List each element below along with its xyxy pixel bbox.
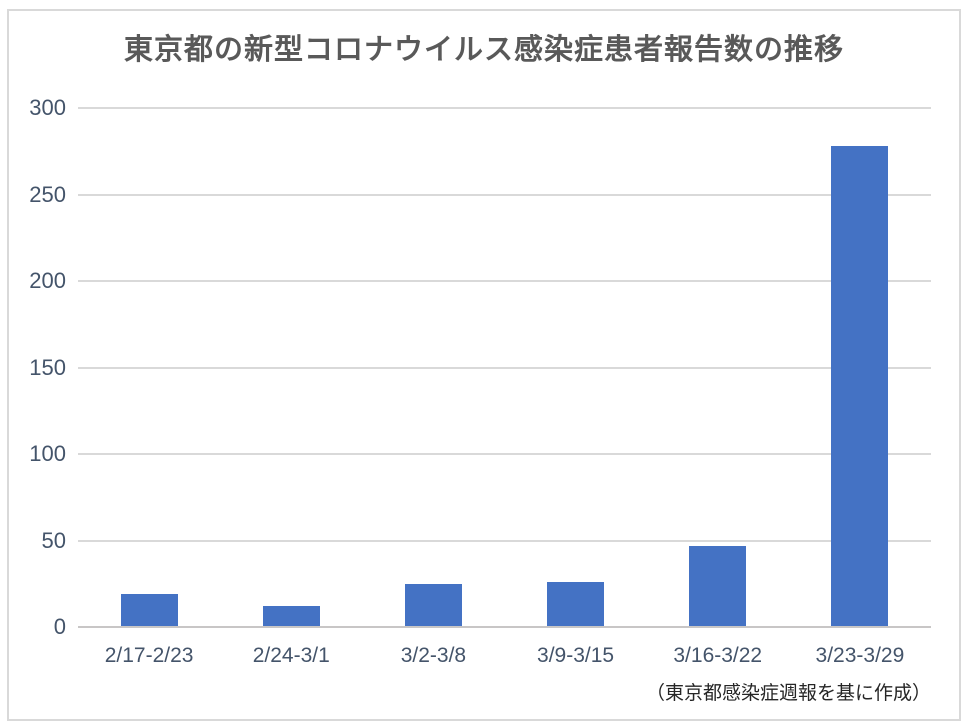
y-tick-label-0: 0 bbox=[53, 614, 66, 639]
y-tick-label-250: 250 bbox=[29, 181, 66, 207]
bar-3/2-3/8 bbox=[404, 583, 462, 627]
y-tick-label-100: 100 bbox=[29, 441, 66, 466]
bar-2/24-3/1 bbox=[262, 606, 320, 627]
x-tick-label-3/23-3/29: 3/23-3/29 bbox=[815, 644, 905, 667]
y-tick-label-200: 200 bbox=[29, 268, 66, 293]
x-tick-label-3/9-3/15: 3/9-3/15 bbox=[537, 644, 615, 667]
chart-title: 東京都の新型コロナウイルス感染症患者報告数の推移 bbox=[123, 34, 844, 66]
x-axis-line bbox=[78, 626, 931, 628]
plot-area bbox=[78, 107, 931, 628]
x-tick-label-3/2-3/8: 3/2-3/8 bbox=[400, 644, 467, 667]
bar-3/23-3/29 bbox=[831, 146, 889, 627]
x-tick-label-2/17-2/23: 2/17-2/23 bbox=[104, 644, 194, 667]
x-tick-label-2/24-3/1: 2/24-3/1 bbox=[252, 644, 330, 667]
gridline-y-100 bbox=[78, 453, 931, 455]
bar-2/17-2/23 bbox=[120, 594, 178, 627]
source-note: （東京都感染症週報を基に作成） bbox=[645, 683, 931, 704]
gridline-y-300 bbox=[78, 107, 931, 109]
y-tick-label-50: 50 bbox=[41, 527, 66, 553]
y-tick-label-150: 150 bbox=[29, 354, 66, 380]
gridline-y-50 bbox=[78, 539, 931, 542]
y-tick-label-300: 300 bbox=[29, 95, 66, 120]
x-tick-label-3/16-3/22: 3/16-3/22 bbox=[673, 644, 763, 667]
bar-3/9-3/15 bbox=[547, 582, 605, 627]
gridline-y-150 bbox=[78, 366, 931, 369]
bar-3/16-3/22 bbox=[689, 545, 747, 627]
gridline-y-250 bbox=[78, 193, 931, 196]
gridline-y-200 bbox=[78, 280, 931, 282]
